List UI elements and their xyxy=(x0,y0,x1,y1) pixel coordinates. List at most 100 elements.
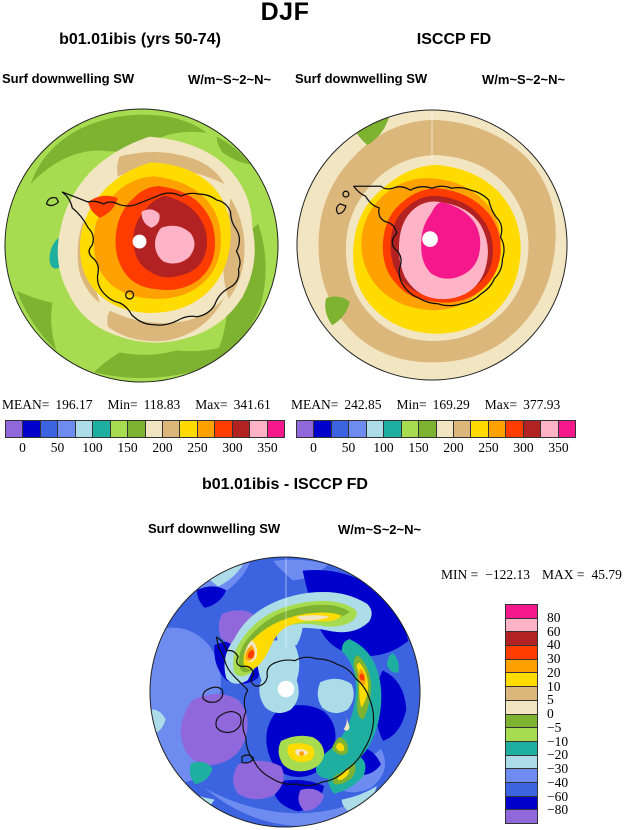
colorbar-tick-label: 350 xyxy=(257,440,278,455)
colorbar-tick-label: 150 xyxy=(117,440,138,455)
map-boundary-circle xyxy=(149,556,421,828)
colorbar-tick-label: 300 xyxy=(513,440,534,455)
colorbar-tick-label: 100 xyxy=(373,440,394,455)
colorbar-box xyxy=(313,420,332,438)
mean-label: MEAN= xyxy=(291,397,339,412)
colorbar-box xyxy=(365,420,385,438)
colorbar-box xyxy=(505,672,538,688)
colorbar-box xyxy=(383,420,402,438)
colorbar-tick-label: 100 xyxy=(82,440,103,455)
obs-colorbar-ticks: 0 50 100 150 200 250 300 350 xyxy=(296,440,576,456)
colorbar-tick-label: 50 xyxy=(50,440,65,455)
colorbar-box xyxy=(231,420,251,438)
colorbar-tick-label: 80 xyxy=(547,609,561,625)
model-map-svg xyxy=(4,108,279,383)
obs-panel-title: ISCCP FD xyxy=(416,31,492,48)
colorbar-box xyxy=(92,420,111,438)
map-boundary-circle xyxy=(4,108,279,383)
model-stats: MEAN= 196.17 Min= 118.83 Max= 341.61 xyxy=(2,397,271,413)
colorbar-box xyxy=(505,809,538,824)
diff-colorbar xyxy=(505,604,538,824)
colorbar-box xyxy=(5,420,24,438)
colorbar-box xyxy=(505,686,538,701)
antarctica-coastline xyxy=(45,191,241,326)
colorbar-box xyxy=(196,420,216,438)
coastal-positive-blob-bottom xyxy=(278,735,325,772)
diff-units-label: W/m~S~2~N~ xyxy=(338,522,422,537)
colorbar-tick-label: 40 xyxy=(547,637,561,653)
contour-patch-tan-bottom xyxy=(392,313,513,356)
colorbar-box xyxy=(144,420,163,438)
colorbar-box xyxy=(505,781,538,797)
colorbar-tick-label: −20 xyxy=(547,747,569,763)
min-label: MIN = xyxy=(441,567,479,582)
colorbar-tick-label: 0 xyxy=(19,440,26,455)
colorbar-tick-label: −60 xyxy=(547,788,569,804)
colorbar-box xyxy=(557,420,576,438)
mean-label: MEAN= xyxy=(2,397,50,412)
model-colorbar xyxy=(5,420,285,438)
colorbar-tick-label: 150 xyxy=(408,440,429,455)
colorbar-box xyxy=(179,420,198,438)
obs-units-label: W/m~S~2~N~ xyxy=(482,72,566,87)
colorbar-tick-label: 60 xyxy=(547,623,561,639)
colorbar-tick-label: 250 xyxy=(478,440,499,455)
min-label: Min= xyxy=(107,397,138,412)
colorbar-box xyxy=(505,727,538,742)
max-value: 377.93 xyxy=(523,397,561,412)
diff-colorbar-ticks: 80 60 40 30 20 10 5 0 −5 −10 −20 −30 −40 −60 −80 xyxy=(547,604,593,824)
colorbar-box xyxy=(400,420,420,438)
colorbar-box xyxy=(39,420,59,438)
colorbar-tick-label: −80 xyxy=(547,802,569,818)
colorbar-box xyxy=(540,420,559,438)
model-units-label: W/m~S~2~N~ xyxy=(188,72,272,87)
contour-band-pink xyxy=(141,209,195,264)
mean-value: 196.17 xyxy=(55,397,93,412)
colorbar-tick-label: 350 xyxy=(548,440,569,455)
colorbar-tick-label: 30 xyxy=(547,651,561,666)
pole-dot xyxy=(422,231,438,247)
colorbar-box xyxy=(505,699,538,715)
diff-field-label: Surf downwelling SW xyxy=(148,521,281,536)
max-value: 45.79 xyxy=(591,567,622,582)
diff-stats: MIN = −122.13 MAX = 45.79 xyxy=(441,567,622,583)
colorbar-box xyxy=(505,754,538,770)
colorbar-tick-label: 5 xyxy=(547,692,554,708)
colorbar-box xyxy=(452,420,472,438)
colorbar-tick-label: 0 xyxy=(547,706,554,721)
colorbar-box xyxy=(522,420,542,438)
model-field-label: Surf downwelling SW xyxy=(2,71,135,86)
model-panel-title: b01.01ibis (yrs 50-74) xyxy=(59,31,221,48)
max-label: MAX = xyxy=(542,567,585,582)
obs-map xyxy=(295,108,569,382)
min-value: −122.13 xyxy=(485,567,530,582)
colorbar-box xyxy=(214,420,233,438)
diff-map xyxy=(148,555,422,829)
obs-field-label: Surf downwelling SW xyxy=(295,71,428,86)
pole-dot xyxy=(132,234,147,249)
colorbar-box xyxy=(127,420,146,438)
colorbar-box xyxy=(505,631,538,647)
mean-value: 242.85 xyxy=(344,397,382,412)
diff-panel-title: b01.01ibis - ISCCP FD xyxy=(202,476,368,493)
colorbar-box xyxy=(470,420,489,438)
antarctica-coastline xyxy=(335,185,505,307)
max-value: 341.61 xyxy=(233,397,271,412)
colorbar-tick-label: 10 xyxy=(547,678,561,694)
contour-spot-teal xyxy=(189,652,399,784)
colorbar-box xyxy=(109,420,129,438)
map-boundary-circle xyxy=(296,109,568,381)
season-title: DJF xyxy=(260,0,310,26)
colorbar-box xyxy=(74,420,94,438)
obs-colorbar xyxy=(296,420,576,438)
colorbar-tick-label: 50 xyxy=(341,440,356,455)
colorbar-box xyxy=(505,740,538,756)
colorbar-box xyxy=(330,420,350,438)
min-value: 118.83 xyxy=(143,397,181,412)
min-label: Min= xyxy=(396,397,427,412)
colorbar-box xyxy=(348,420,367,438)
colorbar-box xyxy=(418,420,437,438)
contour-band-magenta xyxy=(421,201,481,279)
coastal-positive-arc-top xyxy=(224,591,372,684)
